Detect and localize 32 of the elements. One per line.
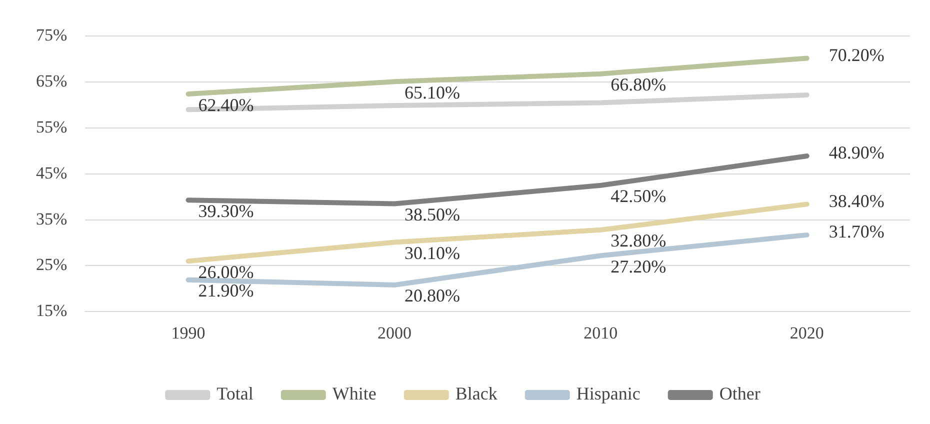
- data-label: 20.80%: [404, 286, 460, 306]
- data-label: 38.50%: [404, 204, 460, 224]
- data-label: 21.90%: [198, 280, 254, 301]
- data-label: 30.10%: [404, 243, 460, 264]
- y-tick-label: 55%: [36, 117, 68, 136]
- x-tick-label: 2000: [377, 323, 412, 342]
- y-tick-label: 75%: [36, 26, 68, 45]
- y-tick-label: 15%: [36, 301, 68, 320]
- data-label: 39.30%: [198, 200, 254, 221]
- y-tick-label: 35%: [36, 209, 68, 228]
- data-label: 31.70%: [828, 222, 884, 242]
- legend-label: Black: [455, 384, 498, 404]
- x-tick-label: 2010: [584, 323, 618, 342]
- legend-label: Total: [216, 384, 254, 404]
- data-label: 42.50%: [610, 186, 666, 206]
- data-label: 70.20%: [828, 44, 884, 65]
- data-label: 65.10%: [404, 82, 460, 102]
- data-label: 38.40%: [828, 190, 884, 211]
- data-label: 26.00%: [198, 262, 254, 282]
- y-tick-label: 45%: [36, 163, 68, 182]
- data-label: 27.20%: [610, 256, 666, 276]
- y-tick-label: 25%: [36, 255, 68, 274]
- data-label: 48.90%: [828, 142, 884, 163]
- legend-label: White: [332, 384, 376, 404]
- x-tick-label: 1990: [171, 323, 206, 342]
- data-label: 62.40%: [198, 94, 254, 115]
- x-tick-label: 2020: [790, 323, 824, 342]
- data-label: 32.80%: [610, 230, 666, 251]
- y-tick-label: 65%: [36, 72, 68, 91]
- legend-label: Other: [719, 384, 760, 404]
- legend-label: Hispanic: [576, 384, 640, 404]
- data-label: 66.80%: [610, 74, 666, 95]
